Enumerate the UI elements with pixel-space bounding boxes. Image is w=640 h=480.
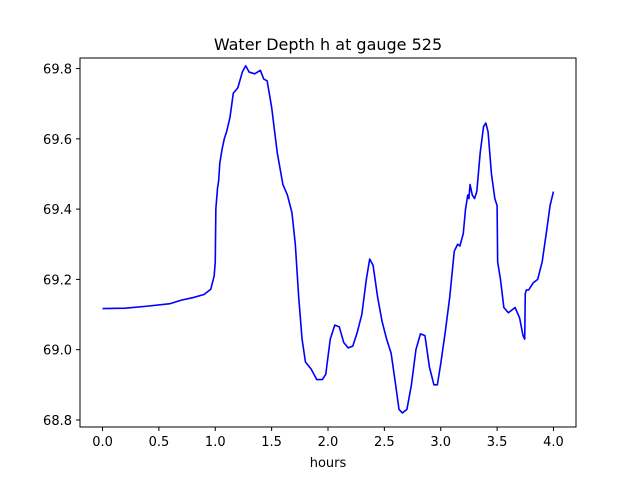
x-axis: 0.0 0.5 1.0 1.5 2.0 2.5 3.0 3.5 4.0 [92,427,564,450]
x-tick-label: 3.5 [487,435,508,450]
x-axis-label: hours [310,456,347,471]
y-axis: 68.8 69.0 69.2 69.4 69.6 69.8 [43,63,80,429]
y-tick-label: 68.8 [43,414,72,429]
x-tick-label: 1.0 [205,435,226,450]
y-tick-label: 69.4 [43,203,72,218]
x-tick-label: 0.0 [92,435,113,450]
chart-title: Water Depth h at gauge 525 [214,35,442,54]
x-tick-label: 3.0 [430,435,451,450]
plot-frame [79,57,577,428]
x-tick-label: 2.5 [374,435,395,450]
x-tick-label: 0.5 [149,435,170,450]
x-tick-label: 4.0 [543,435,564,450]
y-tick-label: 69.8 [43,63,72,78]
x-tick-label: 1.5 [261,435,282,450]
x-tick-label: 2.0 [318,435,339,450]
series-line-water-depth [102,64,555,414]
y-tick-label: 69.0 [43,344,72,359]
y-tick-label: 69.2 [43,273,72,288]
y-tick-label: 69.6 [43,133,72,148]
